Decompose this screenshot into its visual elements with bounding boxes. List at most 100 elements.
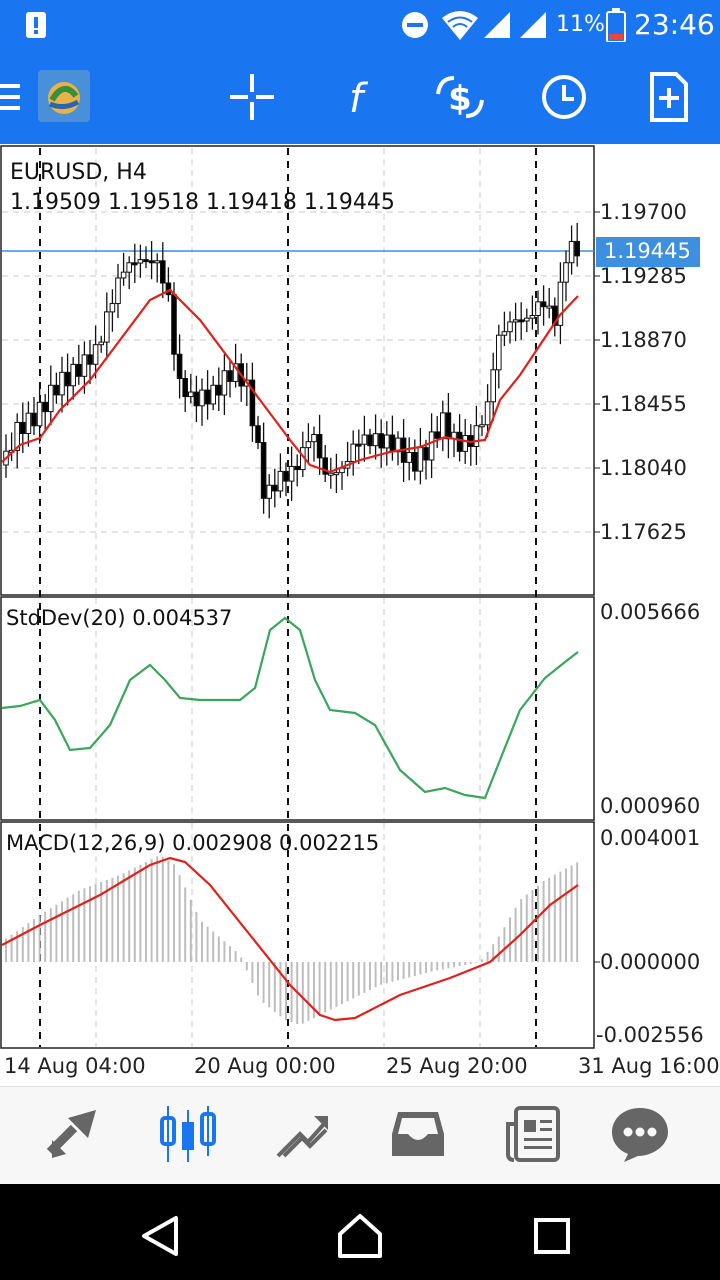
history-icon[interactable] (386, 1104, 450, 1164)
candle-body (221, 370, 228, 396)
candle-body (143, 259, 149, 263)
messages-icon[interactable] (608, 1104, 672, 1164)
candle-body (389, 434, 396, 453)
candle-body (333, 472, 340, 476)
candle-body (176, 353, 183, 379)
menu-icon[interactable] (0, 80, 22, 114)
candle-body (428, 431, 435, 461)
macd-pane (0, 821, 595, 1049)
candle-body (188, 391, 194, 398)
candle-body (440, 412, 446, 439)
candle-body (98, 341, 105, 346)
macd-tick: 0.004001 (600, 826, 701, 850)
candle-body (148, 260, 155, 264)
candle-body (132, 262, 138, 266)
candle-body (109, 303, 116, 313)
candle-body (417, 447, 424, 472)
bottom-navigation (0, 1086, 720, 1184)
candle-body (406, 451, 412, 463)
candle-body (484, 401, 491, 426)
app-toolbar (0, 50, 720, 144)
candle-body (350, 443, 356, 462)
crosshair-icon[interactable] (224, 72, 280, 122)
candle-body (14, 421, 20, 451)
candle-body (53, 384, 60, 396)
recents-icon[interactable] (522, 1206, 582, 1266)
candle-body (204, 389, 211, 405)
new-order-icon[interactable] (640, 72, 696, 122)
candle-body (546, 305, 553, 309)
indicators-icon[interactable]: f (328, 72, 384, 122)
price-tick: 1.18040 (600, 456, 687, 480)
candle-body (328, 472, 334, 476)
candle-body (232, 363, 239, 382)
dnd-icon (402, 12, 428, 38)
status-bar: 11% 23:46 (0, 0, 720, 50)
candle-body (372, 433, 379, 447)
macd-tick: -0.002556 (596, 1023, 704, 1047)
current-price-badge (596, 237, 700, 267)
candle-body (311, 434, 317, 443)
candle-body (574, 240, 581, 257)
stddev-line (1, 616, 579, 800)
chart-icon[interactable] (156, 1104, 220, 1164)
candle-body (507, 321, 513, 333)
home-icon[interactable] (330, 1206, 390, 1266)
candle-body (272, 484, 278, 492)
candle-body (552, 305, 558, 326)
candle-body (126, 262, 133, 273)
candle-body (104, 311, 110, 343)
candle-body (316, 434, 323, 459)
candle-body (535, 301, 541, 316)
candle-body (283, 470, 289, 482)
candle-body (31, 412, 37, 427)
candle-body (434, 431, 440, 439)
candle-body (193, 391, 200, 407)
ohlc-values: 1.19509 1.19518 1.19418 1.19445 (10, 190, 395, 215)
price-tick: 1.17625 (600, 520, 687, 544)
signal-icon (484, 12, 510, 38)
macd-signal-line (1, 856, 579, 1022)
symbol-change-icon[interactable]: $ (432, 72, 488, 122)
battery-percent: 11% (556, 12, 605, 37)
candle-body (524, 317, 530, 322)
timeframe-icon[interactable] (536, 72, 592, 122)
candle-body (48, 384, 54, 413)
candle-body (540, 301, 547, 308)
moving-average-line (1, 288, 579, 474)
candle-body (266, 484, 272, 499)
back-icon[interactable] (130, 1206, 190, 1266)
candle-body (568, 240, 575, 264)
macd-title: MACD(12,26,9) 0.002908 0.002215 (6, 831, 380, 855)
time-tick: 20 Aug 00:00 (194, 1054, 336, 1078)
candle-body (216, 384, 222, 396)
candle-body (260, 442, 267, 499)
stddev-title: StdDev(20) 0.004537 (6, 606, 233, 630)
candle-body (227, 370, 233, 382)
candle-body (423, 447, 429, 461)
candle-body (20, 421, 26, 435)
candle-body (518, 319, 525, 323)
app-logo[interactable] (38, 70, 90, 122)
time-tick: 31 Aug 16:00 (578, 1054, 720, 1078)
symbol-title: EURUSD, H4 (10, 160, 147, 185)
chart-canvas[interactable] (0, 144, 720, 1086)
trade-icon[interactable] (270, 1104, 334, 1164)
candle-body (288, 465, 295, 482)
candle-body (305, 441, 312, 449)
candle-body (182, 377, 188, 398)
candle-body (412, 451, 418, 472)
quotes-icon[interactable] (42, 1104, 106, 1164)
system-navigation (0, 1184, 720, 1280)
candle-body (249, 379, 256, 427)
candle-body (87, 354, 93, 365)
candle-body (496, 334, 502, 371)
candle-body (501, 331, 508, 336)
svg-text:f: f (349, 76, 369, 122)
candle-body (137, 259, 144, 264)
candle-body (120, 271, 127, 279)
candle-body (490, 369, 496, 403)
news-icon[interactable] (500, 1104, 564, 1164)
stddev-pane (0, 596, 595, 821)
price-tick: 1.18455 (600, 392, 687, 416)
